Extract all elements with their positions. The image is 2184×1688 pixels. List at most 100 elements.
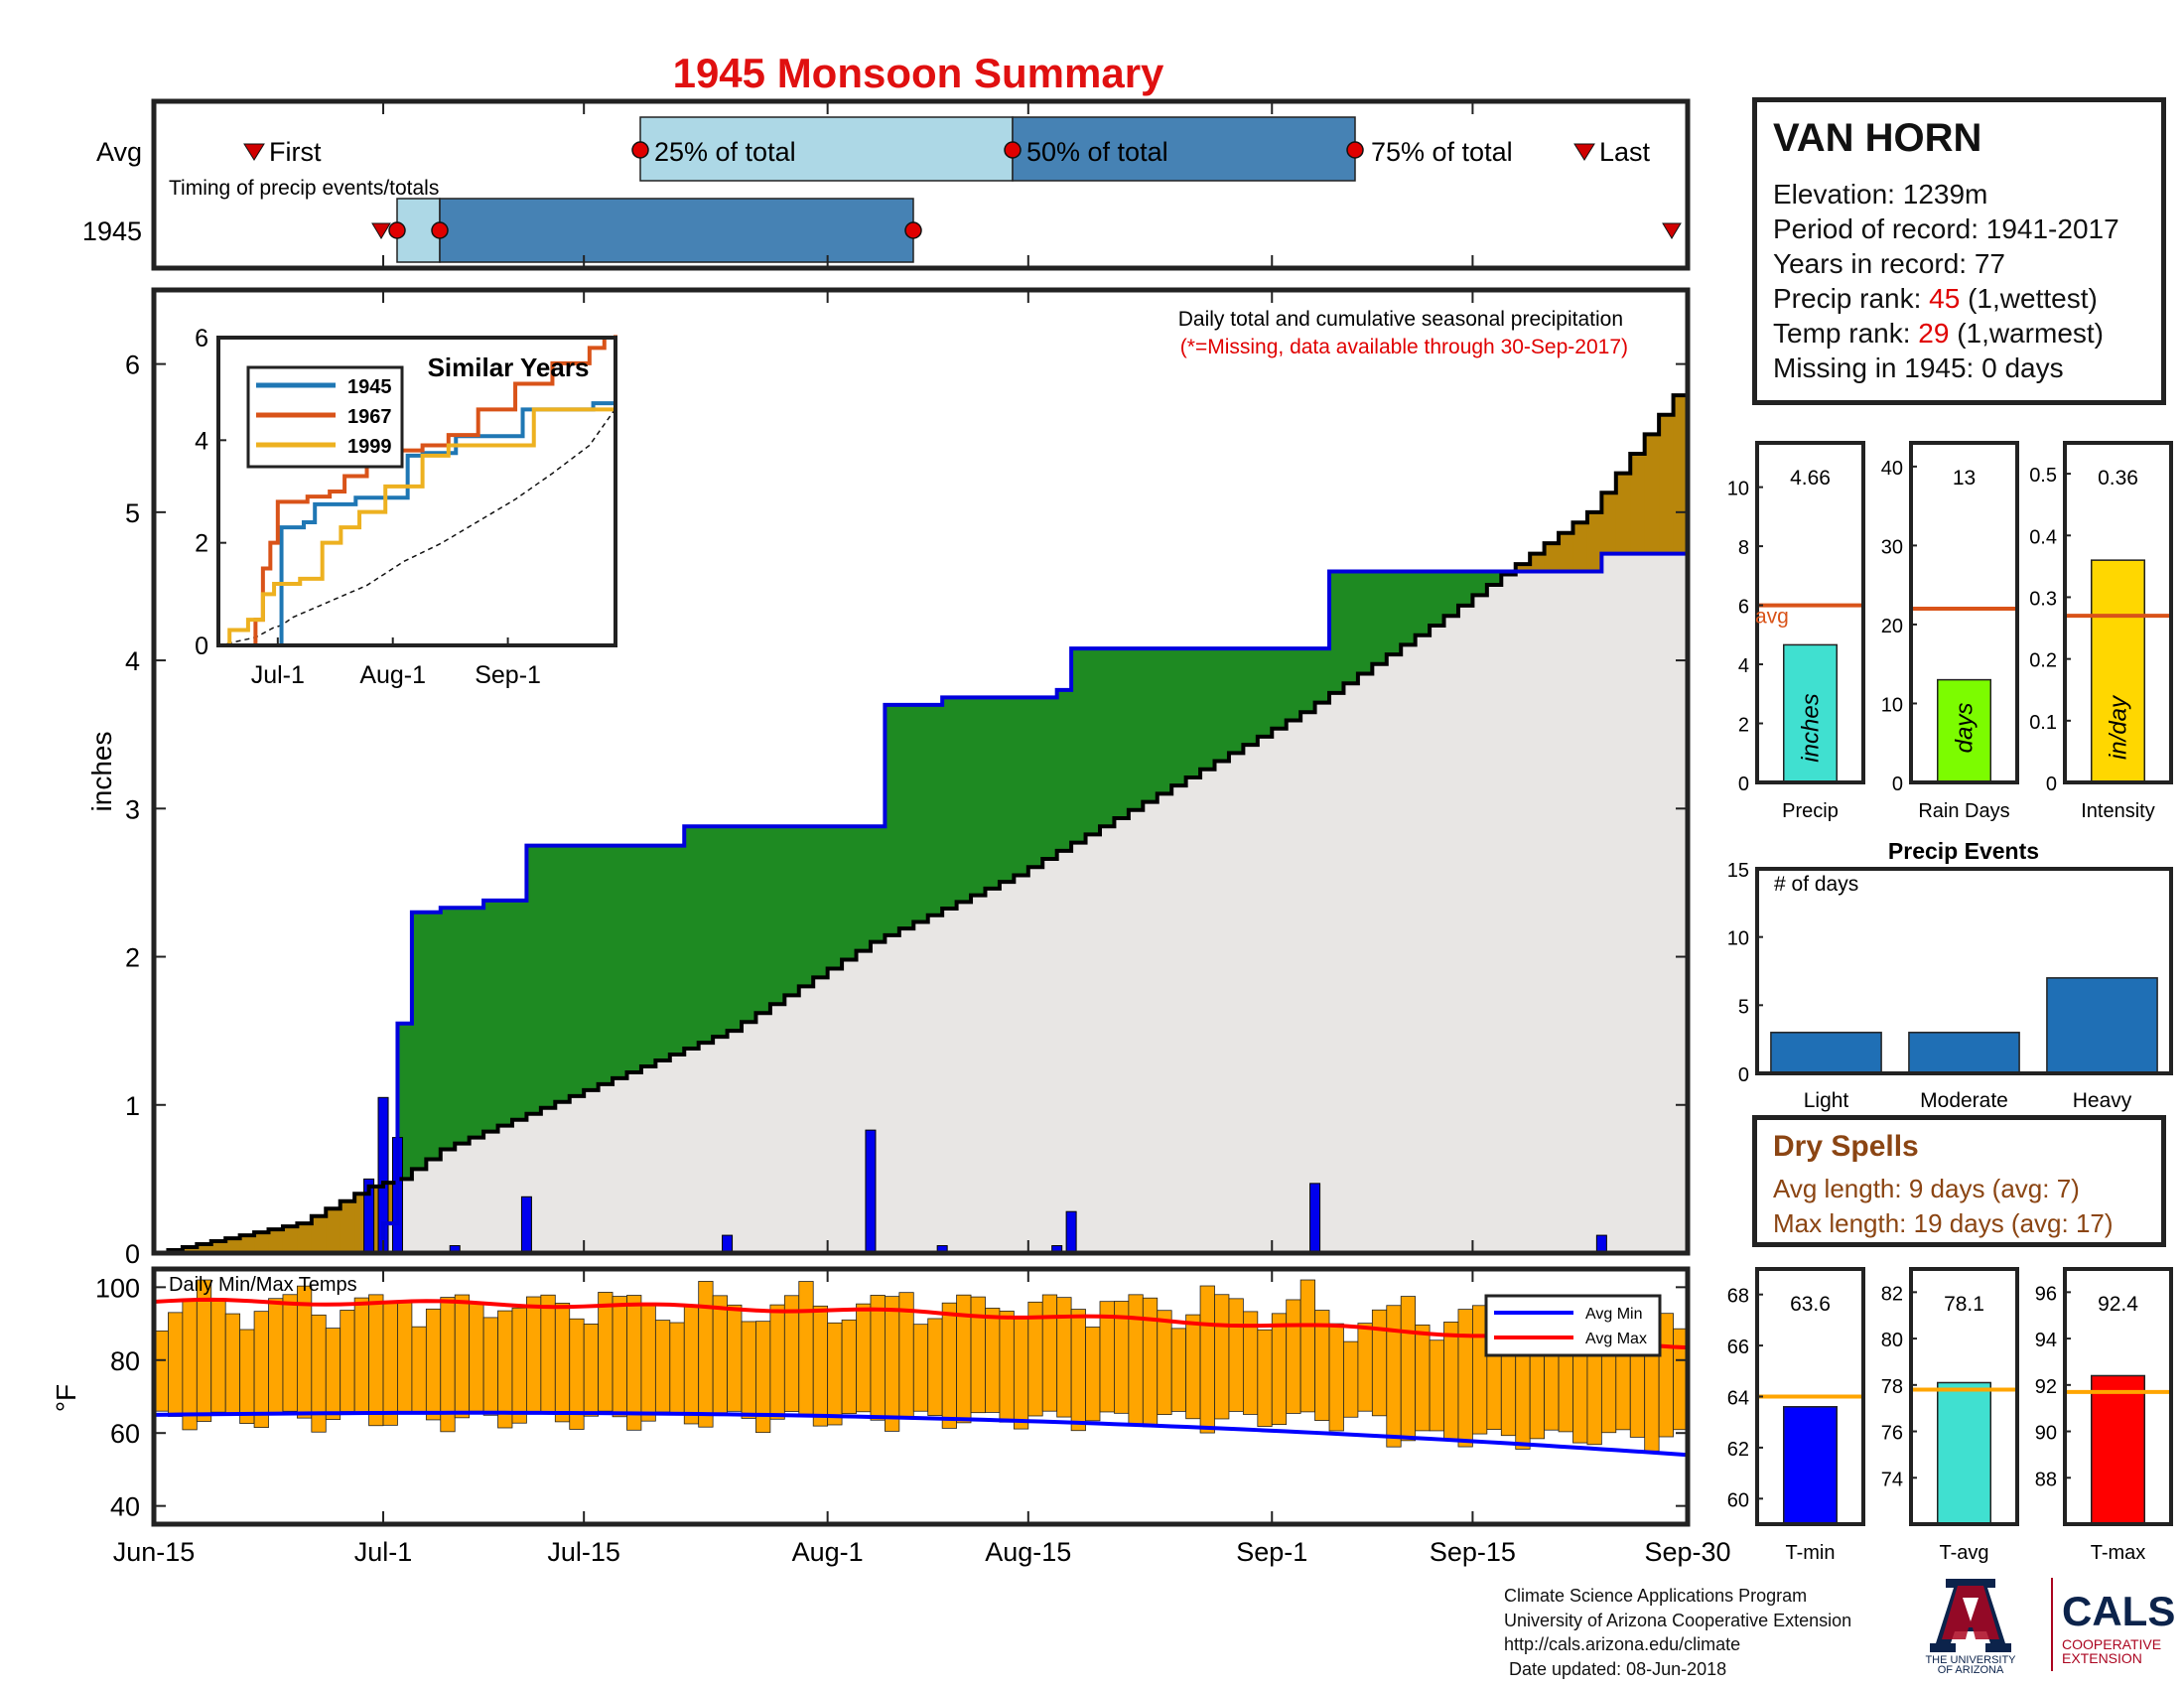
cumulative-base-area <box>569 1095 585 1253</box>
avg-p75-marker <box>1346 141 1364 159</box>
below-average-area <box>326 1208 341 1253</box>
daily-temp-bar <box>769 1304 785 1420</box>
cumulative-base-area <box>927 914 943 1253</box>
event-bar <box>1908 1032 2020 1074</box>
credits-line-4: Date updated: 08-Jun-2018 <box>1504 1658 1727 1679</box>
cumulative-base-area <box>1314 702 1330 1253</box>
above-average-area <box>713 826 729 1038</box>
below-average-area <box>311 1215 327 1253</box>
daily-temp-bar <box>268 1298 284 1416</box>
cumulative-base-area <box>655 1060 671 1253</box>
daily-temp-bar <box>425 1308 442 1421</box>
summary-ytick-label: 62 <box>1727 1439 1749 1461</box>
above-average-area <box>1056 689 1072 851</box>
below-average-area <box>1586 511 1602 572</box>
cumulative-base-area <box>813 977 829 1253</box>
daily-temp-bar <box>1214 1294 1230 1420</box>
above-average-area <box>584 845 600 1090</box>
event-bar <box>1770 1032 1882 1074</box>
avg-first-label: First <box>269 137 322 167</box>
below-average-area <box>1673 395 1689 554</box>
summary-value-label: 92.4 <box>2098 1293 2138 1316</box>
below-average-area <box>1544 543 1560 572</box>
cumulative-base-area <box>755 1013 771 1253</box>
above-average-area <box>842 826 858 960</box>
year-p75-marker <box>904 221 922 239</box>
daily-temp-bar <box>325 1328 341 1421</box>
cumulative-base-area <box>1329 692 1345 1253</box>
summary-ytick-label: 0.5 <box>2029 465 2057 487</box>
daily-temp-bar <box>1443 1322 1459 1442</box>
summary-ytick-label: 0.3 <box>2029 588 2057 610</box>
inset-title: Similar Years <box>428 352 590 382</box>
cumulative-base-area <box>555 1101 571 1253</box>
precip-rank-value: 45 <box>1929 283 1961 314</box>
daily-precip-bar <box>1595 1234 1607 1254</box>
year-p25-marker <box>388 221 406 239</box>
cumulative-base-area <box>698 1043 714 1253</box>
summary-ytick-label: 6 <box>1738 597 1749 619</box>
cumulative-base-area <box>455 1143 471 1253</box>
temp-ytick-label: 60 <box>110 1419 140 1449</box>
daily-temp-bar <box>368 1294 384 1427</box>
station-precip-rank: Precip rank: 45 (1,wettest) <box>1773 281 2145 316</box>
cumulative-base-area <box>1343 683 1359 1253</box>
below-average-area <box>268 1229 284 1253</box>
daily-temp-bar <box>526 1296 542 1414</box>
summary-ytick-label: 0.4 <box>2029 526 2057 548</box>
daily-temp-bar <box>683 1305 700 1425</box>
summary-axis-label: T-avg <box>1939 1542 1988 1564</box>
daily-temp-bar <box>482 1317 498 1416</box>
cumulative-base-area <box>613 1077 628 1253</box>
temp-rank-value: 29 <box>1918 318 1950 349</box>
summary-ytick-label: 74 <box>1881 1469 1903 1490</box>
precip-events-panel: Precip Events # of days <box>1774 838 2039 896</box>
daily-temp-bar <box>1070 1309 1086 1432</box>
avg-last-marker <box>1573 143 1595 161</box>
cumulative-base-area <box>1430 626 1445 1253</box>
daily-temp-bar <box>182 1298 198 1431</box>
avg-p50-marker <box>1004 141 1022 159</box>
cumulative-base-area <box>1472 595 1488 1253</box>
above-average-area <box>469 908 484 1138</box>
above-average-area <box>1243 648 1259 746</box>
daily-temp-bar <box>168 1312 184 1417</box>
summary-ytick-label: 64 <box>1727 1388 1749 1410</box>
daily-temp-bar <box>812 1305 829 1427</box>
cumulative-base-area <box>798 986 814 1253</box>
cumulative-precip-panel: 0 1 2 3 4 5 6 Daily total and cumulative seaso… <box>86 101 1691 1524</box>
below-average-area <box>225 1238 241 1253</box>
cumulative-base-area <box>1372 663 1388 1253</box>
above-average-area <box>1128 648 1144 810</box>
daily-temp-bar <box>612 1296 627 1418</box>
above-average-area <box>985 697 1001 889</box>
cumulative-base-area <box>1530 571 1546 1253</box>
daily-temp-bar <box>1386 1305 1402 1448</box>
daily-temp-bar <box>941 1302 957 1429</box>
summary-ytick-label: 94 <box>2035 1330 2057 1351</box>
summary-axis-label: Intensity <box>2081 800 2154 822</box>
daily-temp-bar <box>885 1296 900 1432</box>
daily-temp-bar <box>1085 1327 1101 1422</box>
events-frame <box>1755 867 2173 1075</box>
above-average-area <box>755 826 771 1014</box>
credits-line-3: http://cals.arizona.edu/climate <box>1504 1634 1741 1654</box>
summary-ytick-label: 2 <box>1738 715 1749 737</box>
dry-spells-title: Dry Spells <box>1773 1130 1919 1163</box>
above-average-area <box>1401 571 1417 645</box>
below-average-area <box>1572 522 1588 572</box>
cumulative-base-area <box>1214 761 1230 1253</box>
above-average-area <box>684 826 700 1050</box>
x-tick-label: Sep-30 <box>1644 1537 1730 1567</box>
cumulative-base-area <box>669 1055 685 1253</box>
summary-unit-label: days <box>1952 703 1979 754</box>
daily-temp-bar <box>1271 1313 1288 1425</box>
station-period: Period of record: 1941-2017 <box>1773 213 2119 244</box>
station-missing: Missing in 1945: 0 days <box>1773 352 2064 383</box>
cumulative-base-area <box>1157 793 1172 1253</box>
cumulative-base-area <box>598 1083 614 1253</box>
cals-line-1: COOPERATIVE <box>2062 1636 2161 1652</box>
credits-line-2: University of Arizona Cooperative Extens… <box>1504 1610 1852 1630</box>
cumulative-base-area <box>727 1031 743 1253</box>
summary-axis-label: T-max <box>2091 1542 2146 1564</box>
